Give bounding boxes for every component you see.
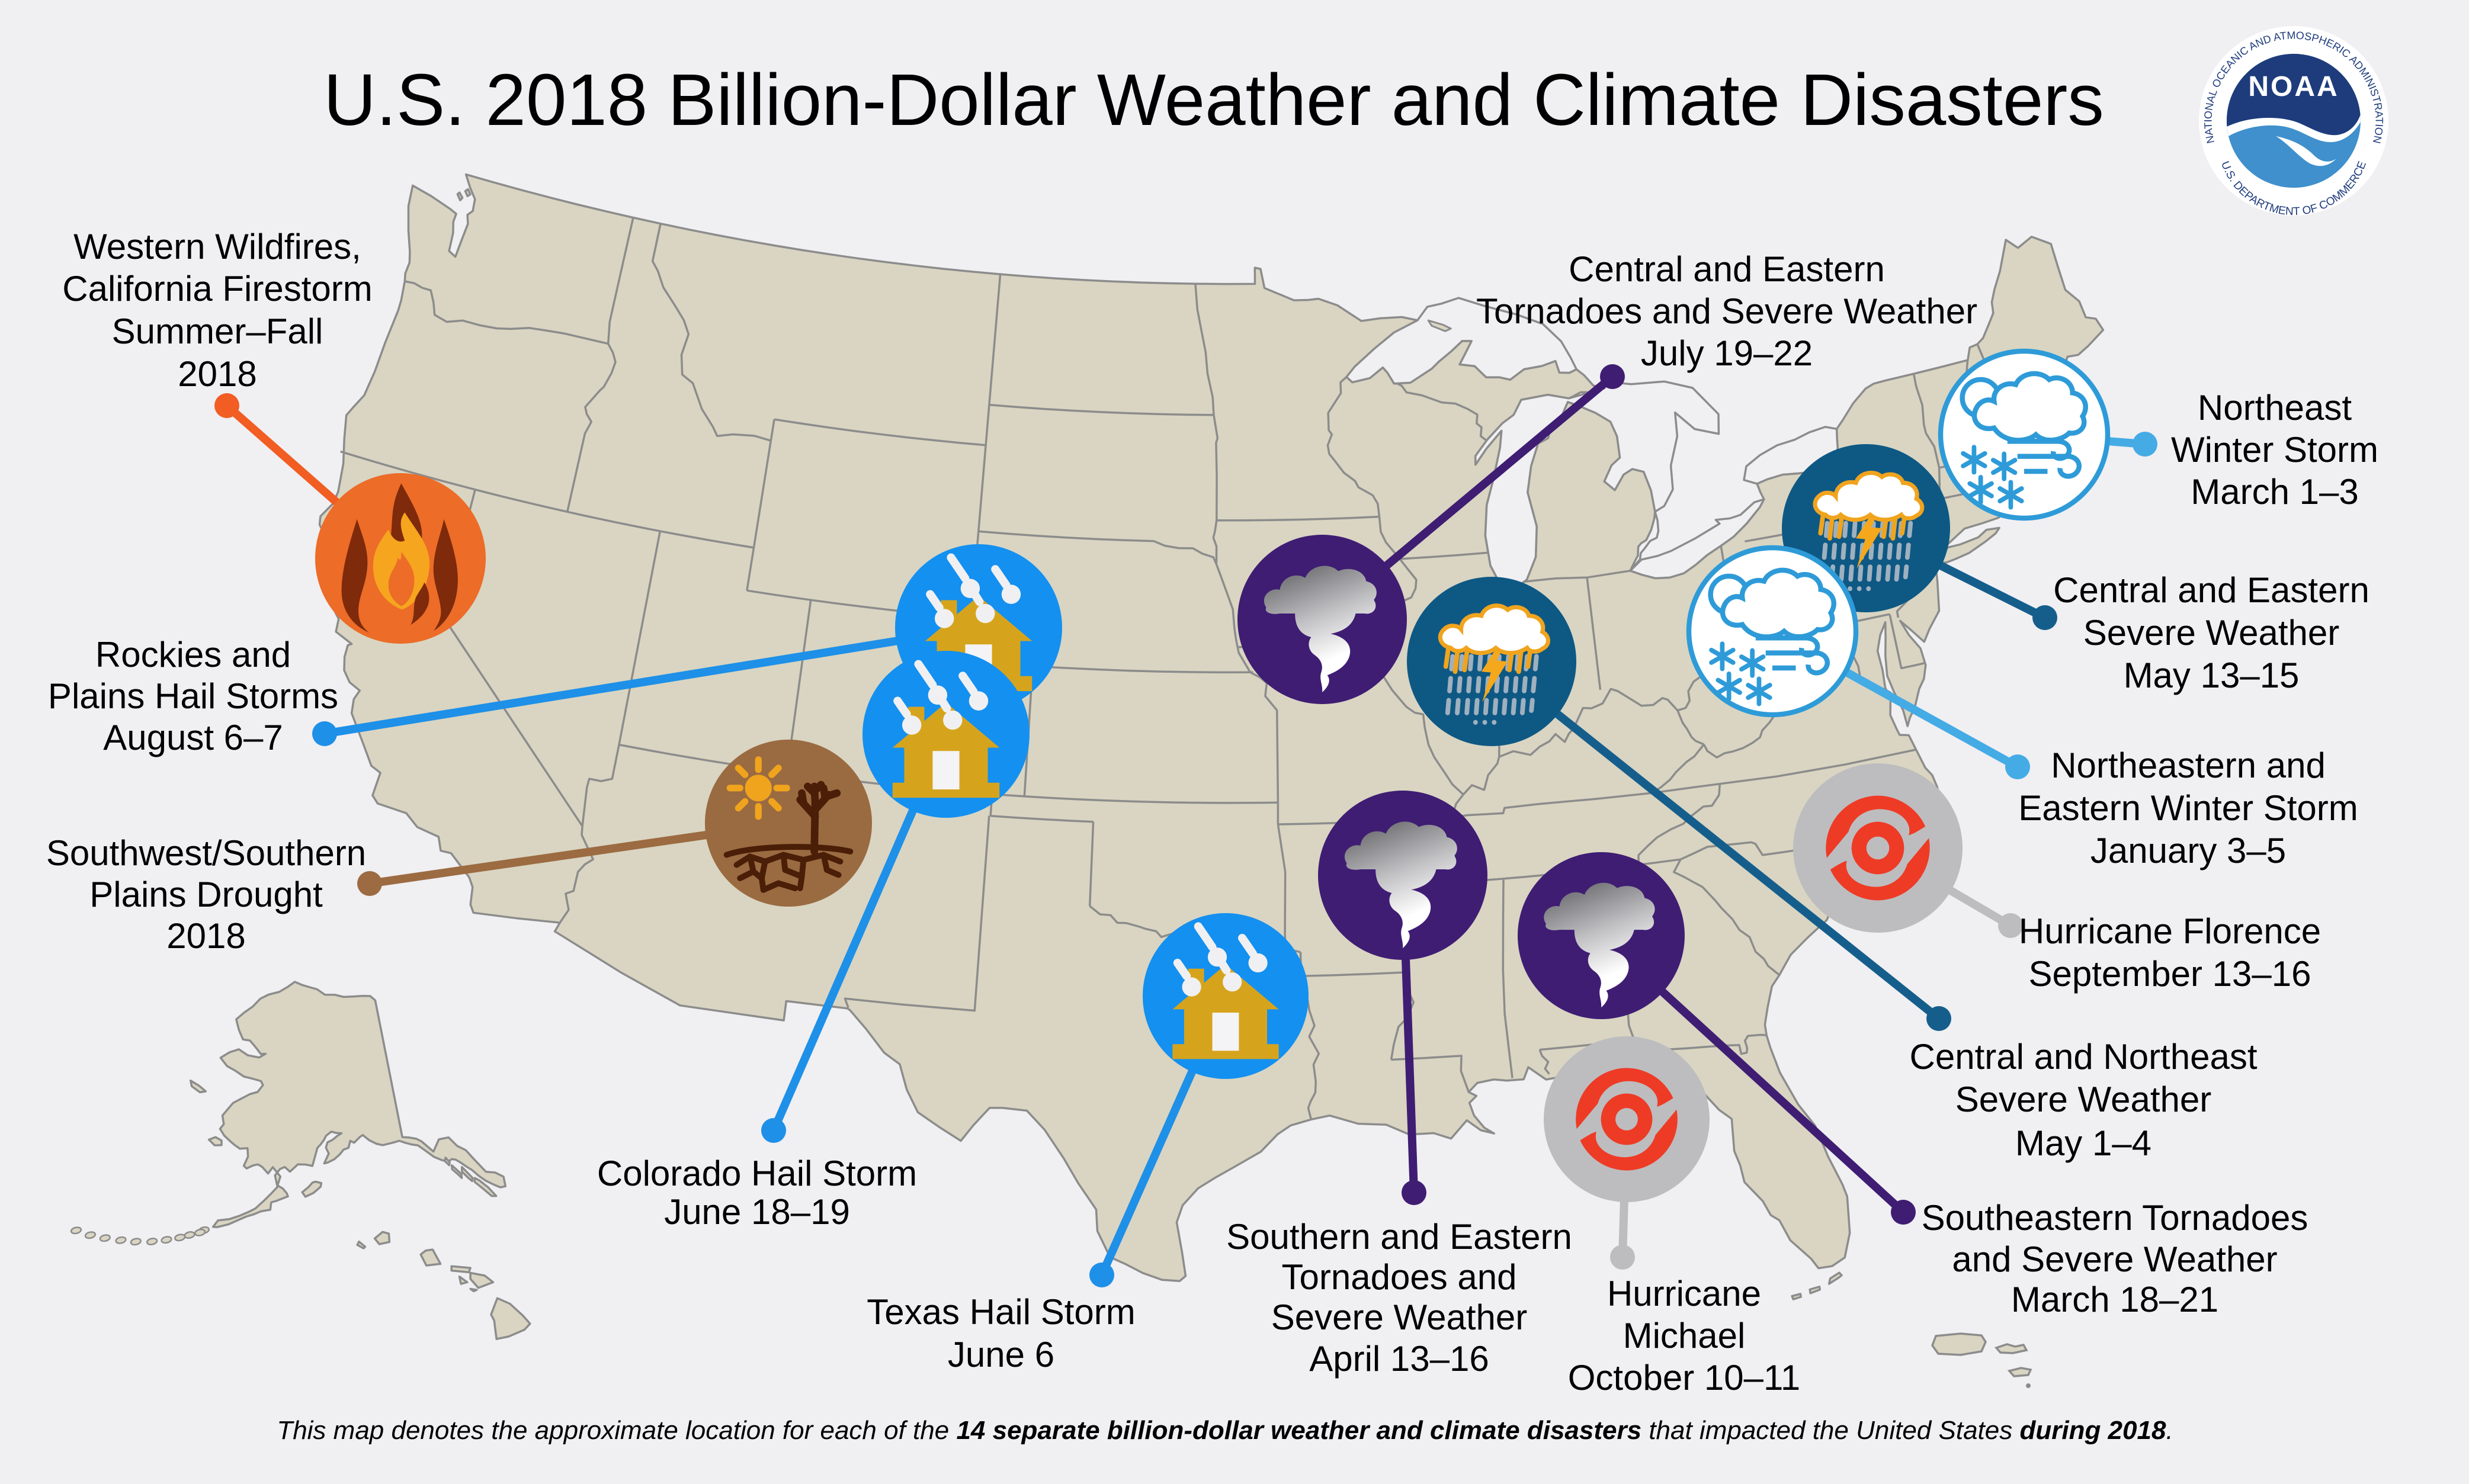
svg-text:Central and Northeast: Central and Northeast (1910, 1037, 2258, 1077)
svg-text:Plains Drought: Plains Drought (89, 875, 323, 914)
svg-text:Tornadoes and Severe Weather: Tornadoes and Severe Weather (1476, 291, 1977, 331)
svg-text:March 1–3: March 1–3 (2191, 472, 2358, 512)
svg-text:Tornadoes and: Tornadoes and (1282, 1257, 1517, 1297)
svg-text:2018: 2018 (166, 916, 245, 956)
svg-text:and Severe Weather: and Severe Weather (1952, 1239, 2277, 1279)
svg-text:Southwest/Southern: Southwest/Southern (46, 833, 366, 873)
svg-text:Southeastern Tornadoes: Southeastern Tornadoes (1922, 1198, 2308, 1238)
svg-text:Summer–Fall: Summer–Fall (112, 311, 323, 351)
svg-text:Eastern Winter Storm: Eastern Winter Storm (2018, 788, 2358, 828)
svg-text:Northeastern and: Northeastern and (2051, 746, 2326, 785)
svg-text:Hurricane: Hurricane (1607, 1274, 1761, 1313)
svg-text:October 10–11: October 10–11 (1568, 1358, 1801, 1398)
svg-text:July 19–22: July 19–22 (1641, 333, 1813, 373)
svg-text:Central and Eastern: Central and Eastern (1569, 249, 1885, 289)
svg-text:Severe Weather: Severe Weather (1955, 1080, 2211, 1119)
svg-text:Severe Weather: Severe Weather (2083, 613, 2339, 653)
svg-text:Plains Hail Storms: Plains Hail Storms (48, 676, 338, 716)
svg-text:Texas Hail Storm: Texas Hail Storm (867, 1292, 1135, 1332)
svg-text:Michael: Michael (1623, 1316, 1746, 1355)
svg-text:Hurricane Florence: Hurricane Florence (2019, 911, 2321, 951)
svg-text:California Firestorm: California Firestorm (62, 269, 372, 309)
svg-text:Western Wildfires,: Western Wildfires, (73, 227, 361, 266)
svg-text:May 13–15: May 13–15 (2124, 656, 2300, 695)
svg-text:This map denotes the approxima: This map denotes the approximate locatio… (277, 1416, 2173, 1445)
svg-text:January 3–5: January 3–5 (2090, 831, 2286, 871)
svg-text:May 1–4: May 1–4 (2015, 1123, 2151, 1163)
svg-text:Winter Storm: Winter Storm (2171, 430, 2378, 470)
svg-text:Severe Weather: Severe Weather (1271, 1297, 1527, 1337)
svg-text:March 18–21: March 18–21 (2011, 1280, 2218, 1319)
svg-text:Rockies and: Rockies and (95, 635, 291, 674)
svg-text:U.S. 2018 Billion-Dollar Weath: U.S. 2018 Billion-Dollar Weather and Cli… (323, 60, 2104, 141)
svg-text:September 13–16: September 13–16 (2028, 954, 2311, 994)
svg-text:Colorado Hail Storm: Colorado Hail Storm (597, 1154, 917, 1193)
svg-text:June 6: June 6 (948, 1335, 1054, 1374)
svg-text:2018: 2018 (178, 354, 256, 394)
svg-text:Northeast: Northeast (2198, 388, 2352, 428)
svg-text:Central and Eastern: Central and Eastern (2053, 570, 2369, 610)
svg-text:April 13–16: April 13–16 (1309, 1339, 1489, 1379)
svg-text:NOAA: NOAA (2248, 71, 2339, 102)
svg-text:Southern and Eastern: Southern and Eastern (1226, 1217, 1572, 1257)
svg-text:August 6–7: August 6–7 (103, 718, 283, 757)
svg-text:June 18–19: June 18–19 (664, 1192, 850, 1232)
